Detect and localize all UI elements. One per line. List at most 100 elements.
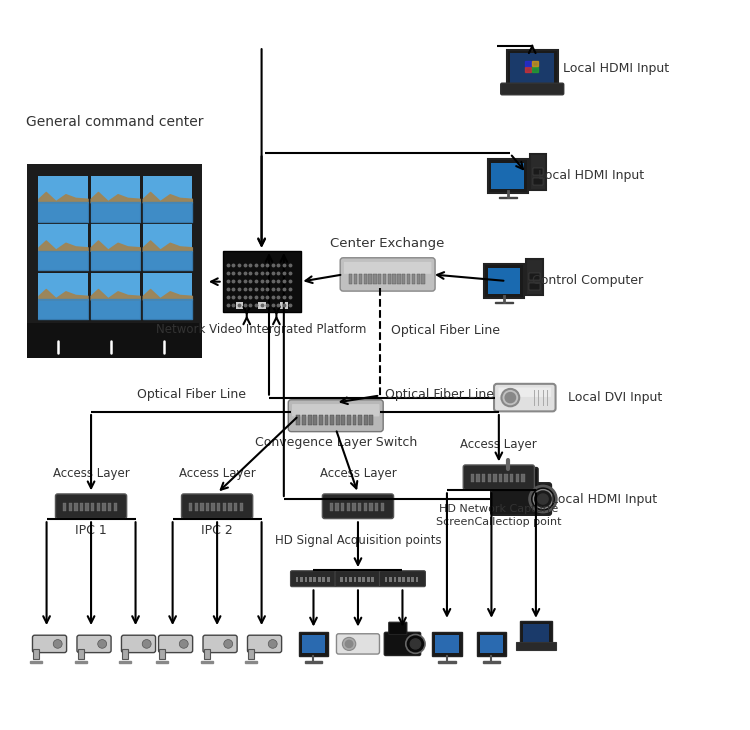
FancyBboxPatch shape — [407, 274, 410, 284]
Polygon shape — [482, 661, 500, 663]
FancyBboxPatch shape — [223, 503, 226, 511]
FancyBboxPatch shape — [499, 474, 502, 483]
FancyBboxPatch shape — [369, 503, 373, 511]
FancyBboxPatch shape — [182, 494, 253, 518]
FancyBboxPatch shape — [380, 503, 384, 511]
FancyBboxPatch shape — [526, 259, 542, 296]
Text: HD Signal Acquisition points: HD Signal Acquisition points — [274, 534, 441, 547]
FancyBboxPatch shape — [113, 503, 117, 511]
FancyBboxPatch shape — [302, 415, 306, 425]
FancyBboxPatch shape — [91, 503, 94, 511]
FancyBboxPatch shape — [308, 415, 311, 425]
FancyBboxPatch shape — [370, 415, 374, 425]
FancyBboxPatch shape — [63, 503, 66, 511]
FancyBboxPatch shape — [346, 503, 350, 511]
FancyBboxPatch shape — [341, 503, 344, 511]
FancyBboxPatch shape — [385, 577, 387, 583]
FancyBboxPatch shape — [411, 577, 414, 583]
FancyBboxPatch shape — [479, 635, 503, 653]
FancyBboxPatch shape — [354, 274, 357, 284]
Text: General command center: General command center — [26, 115, 204, 129]
FancyBboxPatch shape — [38, 273, 88, 318]
FancyBboxPatch shape — [498, 468, 538, 487]
FancyBboxPatch shape — [290, 571, 337, 587]
FancyBboxPatch shape — [484, 264, 524, 298]
FancyBboxPatch shape — [78, 649, 84, 659]
FancyBboxPatch shape — [74, 503, 77, 511]
FancyBboxPatch shape — [510, 53, 554, 84]
FancyBboxPatch shape — [189, 503, 192, 511]
FancyBboxPatch shape — [371, 577, 374, 583]
FancyBboxPatch shape — [68, 503, 72, 511]
Circle shape — [538, 494, 548, 504]
FancyBboxPatch shape — [494, 474, 496, 483]
FancyBboxPatch shape — [499, 388, 551, 397]
Circle shape — [506, 393, 515, 403]
FancyBboxPatch shape — [422, 274, 424, 284]
FancyBboxPatch shape — [314, 415, 317, 425]
FancyBboxPatch shape — [412, 274, 415, 284]
FancyBboxPatch shape — [416, 577, 419, 583]
Text: Network Video Intergrated Platform: Network Video Intergrated Platform — [157, 323, 367, 337]
FancyBboxPatch shape — [394, 577, 396, 583]
FancyBboxPatch shape — [435, 635, 459, 653]
FancyBboxPatch shape — [248, 649, 254, 659]
FancyBboxPatch shape — [464, 465, 535, 490]
FancyBboxPatch shape — [382, 274, 386, 284]
FancyBboxPatch shape — [298, 631, 328, 656]
FancyBboxPatch shape — [91, 273, 140, 318]
FancyBboxPatch shape — [476, 474, 480, 483]
FancyBboxPatch shape — [403, 577, 405, 583]
FancyBboxPatch shape — [349, 577, 352, 583]
Polygon shape — [532, 61, 538, 66]
FancyBboxPatch shape — [389, 577, 392, 583]
Polygon shape — [525, 61, 531, 66]
Text: Access Layer: Access Layer — [178, 467, 256, 480]
Circle shape — [98, 639, 106, 648]
FancyBboxPatch shape — [248, 635, 281, 653]
FancyBboxPatch shape — [358, 274, 362, 284]
FancyBboxPatch shape — [488, 159, 528, 193]
Circle shape — [530, 486, 556, 512]
FancyBboxPatch shape — [335, 503, 339, 511]
FancyBboxPatch shape — [520, 621, 552, 645]
FancyBboxPatch shape — [491, 163, 524, 189]
FancyBboxPatch shape — [240, 503, 243, 511]
FancyBboxPatch shape — [384, 632, 421, 656]
Polygon shape — [201, 661, 213, 663]
Polygon shape — [30, 661, 42, 663]
FancyBboxPatch shape — [505, 474, 508, 483]
FancyBboxPatch shape — [530, 283, 539, 291]
FancyBboxPatch shape — [494, 384, 556, 412]
FancyBboxPatch shape — [352, 415, 356, 425]
FancyBboxPatch shape — [318, 577, 320, 583]
FancyBboxPatch shape — [471, 474, 474, 483]
FancyBboxPatch shape — [388, 622, 407, 634]
FancyBboxPatch shape — [501, 83, 564, 95]
FancyBboxPatch shape — [280, 301, 288, 309]
FancyBboxPatch shape — [347, 415, 351, 425]
FancyBboxPatch shape — [200, 503, 203, 511]
FancyBboxPatch shape — [258, 301, 266, 309]
FancyBboxPatch shape — [352, 503, 356, 511]
FancyBboxPatch shape — [296, 415, 300, 425]
FancyBboxPatch shape — [26, 323, 202, 358]
FancyBboxPatch shape — [364, 274, 367, 284]
FancyBboxPatch shape — [353, 577, 356, 583]
FancyBboxPatch shape — [488, 474, 491, 483]
FancyBboxPatch shape — [102, 503, 106, 511]
FancyBboxPatch shape — [388, 274, 391, 284]
FancyBboxPatch shape — [204, 649, 210, 659]
FancyBboxPatch shape — [345, 577, 347, 583]
FancyBboxPatch shape — [521, 474, 525, 483]
FancyBboxPatch shape — [86, 503, 88, 511]
FancyBboxPatch shape — [340, 258, 435, 291]
FancyBboxPatch shape — [380, 571, 425, 587]
FancyBboxPatch shape — [325, 415, 328, 425]
FancyBboxPatch shape — [122, 635, 155, 653]
FancyBboxPatch shape — [340, 577, 343, 583]
FancyBboxPatch shape — [91, 224, 140, 270]
Circle shape — [343, 637, 355, 650]
FancyBboxPatch shape — [341, 415, 345, 425]
Circle shape — [53, 639, 62, 648]
